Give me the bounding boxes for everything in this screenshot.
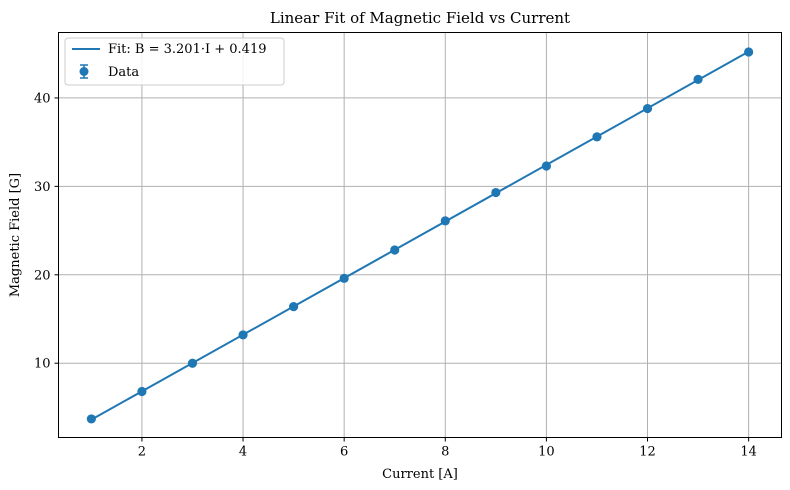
fit-line-layer xyxy=(90,50,750,421)
data-point xyxy=(642,103,653,114)
data-point xyxy=(693,74,703,84)
data-point xyxy=(744,47,754,57)
legend-data-label: Data xyxy=(108,65,139,80)
ticks: 2 4 6 8 10 12 14 10 20 30 40 xyxy=(34,91,757,459)
data-points-layer xyxy=(86,47,754,424)
x-tick-label: 14 xyxy=(740,445,757,460)
data-point xyxy=(491,187,501,198)
data-point xyxy=(390,245,400,255)
x-tick-label: 8 xyxy=(441,445,449,460)
data-point xyxy=(541,161,551,171)
fit-line xyxy=(90,50,750,421)
data-point xyxy=(289,302,299,312)
x-axis-title: Current [A] xyxy=(382,467,458,482)
x-tick-label: 6 xyxy=(340,445,348,460)
legend-fit-label: Fit: B = 3.201·I + 0.419 xyxy=(108,42,266,57)
data-point xyxy=(137,386,147,397)
data-point xyxy=(440,216,450,226)
data-point xyxy=(86,414,96,424)
x-tick-label: 12 xyxy=(639,445,656,460)
data-point xyxy=(339,273,349,283)
y-tick-label: 30 xyxy=(34,180,51,195)
grid xyxy=(58,32,782,438)
plot-frame xyxy=(58,32,782,438)
x-tick-label: 2 xyxy=(138,445,146,460)
y-tick-label: 40 xyxy=(34,91,51,106)
data-point xyxy=(187,358,198,368)
legend: Fit: B = 3.201·I + 0.419 Data xyxy=(64,37,285,86)
legend-data-swatch xyxy=(79,64,89,79)
x-tick-label: 10 xyxy=(538,445,555,460)
y-tick-label: 20 xyxy=(34,268,51,283)
data-point xyxy=(238,330,248,340)
x-tick-label: 4 xyxy=(239,445,247,460)
y-tick-label: 10 xyxy=(34,357,51,372)
chart-title: Linear Fit of Magnetic Field vs Current xyxy=(270,9,570,27)
data-point xyxy=(592,132,602,142)
y-axis-title: Magnetic Field [G] xyxy=(8,173,23,297)
legend-box xyxy=(64,37,285,86)
